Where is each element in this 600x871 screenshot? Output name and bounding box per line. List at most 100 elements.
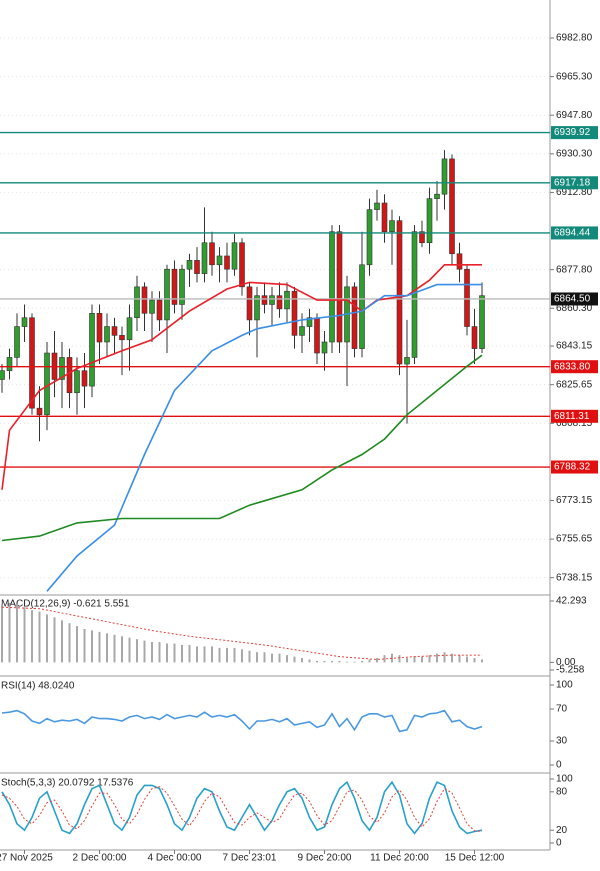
y-tick-label: 6738.15 (556, 572, 593, 583)
macd-bar (61, 620, 63, 663)
x-tick-label: 4 Dec 00:00 (148, 853, 202, 864)
level-label-box (551, 409, 598, 423)
level-label-box (551, 460, 598, 474)
macd-bar (428, 655, 431, 663)
macd-bar (211, 646, 213, 663)
candle-body (126, 317, 133, 341)
series-line (1, 354, 483, 542)
macd-bar (68, 623, 71, 663)
y-tick-label: 6930.30 (556, 148, 593, 159)
macd-bar (271, 653, 273, 663)
y-tick-label: 6860.30 (556, 303, 593, 314)
macd-bar (23, 607, 26, 663)
candle-body (224, 255, 230, 270)
candle-body (119, 335, 125, 341)
candle-body (456, 253, 463, 270)
candle-body (276, 295, 283, 310)
x-tick-label: 2 Dec 00:00 (73, 853, 127, 864)
candle-body (171, 268, 178, 305)
candle-body (321, 341, 328, 354)
candle-body (411, 231, 418, 358)
y-tick-label: 6947.80 (556, 110, 593, 121)
macd-bar (323, 660, 326, 663)
y-tick-label: 70 (556, 704, 568, 715)
macd-bar (166, 643, 168, 663)
x-tick-label: 9 Dec 20:00 (298, 853, 352, 864)
macd-bar (76, 626, 78, 663)
macd-bar (188, 644, 191, 663)
level-label-box (551, 360, 598, 374)
macd-bar (451, 653, 453, 663)
macd-bar (173, 643, 176, 663)
macd-bar (398, 655, 401, 663)
level-label: 6939.92 (554, 127, 591, 138)
level-label: 6894.44 (554, 228, 591, 239)
indicator-label: MACD(12,26,9) -0.621 5.551 (1, 599, 130, 610)
macd-bar (53, 617, 56, 663)
macd-bar (466, 656, 468, 663)
y-tick-label: 100 (556, 680, 573, 691)
candle-body (156, 299, 163, 321)
candle-body (216, 255, 223, 266)
macd-bar (368, 659, 371, 663)
level-label-box (551, 176, 598, 190)
series-line (1, 780, 483, 835)
macd-bar (248, 650, 251, 663)
candle-body (14, 326, 20, 358)
macd-bar (443, 652, 446, 663)
macd-bar (16, 604, 18, 663)
macd-bar (158, 642, 161, 663)
candle-body (59, 357, 65, 380)
macd-bar (413, 656, 416, 663)
macd-bar (203, 646, 206, 663)
y-tick-label: 6877.80 (556, 264, 593, 275)
candle-body (336, 231, 343, 343)
candle-body (179, 268, 185, 305)
macd-bar (331, 660, 333, 663)
y-tick-label: 0 (556, 760, 562, 771)
candle-body (104, 326, 110, 343)
y-tick-label: 0.00 (556, 657, 576, 668)
macd-bar (181, 644, 183, 663)
macd-bar (421, 656, 423, 663)
y-tick-label: 6773.15 (556, 495, 593, 506)
candle-body (261, 295, 268, 305)
candle-body (164, 268, 170, 321)
candle-body (449, 158, 455, 255)
candle-body (246, 286, 253, 321)
y-tick-label: 20 (556, 825, 568, 836)
y-tick-label: 6843.15 (556, 341, 593, 352)
x-tick-label: 15 Dec 12:00 (445, 853, 505, 864)
y-tick-label: 30 (556, 736, 568, 747)
level-label-box (551, 226, 598, 240)
macd-bar (301, 658, 303, 663)
macd-bar (293, 656, 296, 663)
macd-bar (151, 642, 153, 663)
level-label: 6788.32 (554, 462, 591, 473)
candle-body (89, 313, 95, 387)
series-line (1, 709, 483, 733)
candle-body (291, 290, 298, 336)
macd-bar (473, 658, 476, 663)
macd-bar (128, 637, 131, 663)
candle-body (374, 202, 380, 210)
candle-body (404, 357, 410, 365)
candle-body (299, 326, 305, 336)
macd-bar (353, 661, 356, 663)
candle-body (134, 286, 140, 319)
macd-bar (346, 661, 348, 663)
candle-body (74, 370, 80, 394)
x-tick-label: 27 Nov 2025 (0, 853, 53, 864)
macd-bar (308, 659, 311, 663)
y-tick-label: 6825.65 (556, 379, 593, 390)
candle-body (351, 286, 358, 349)
candle-body (21, 317, 28, 327)
series-line (46, 283, 482, 592)
macd-bar (316, 660, 318, 663)
candle-body (314, 317, 320, 354)
candle-body (471, 326, 478, 349)
y-tick-label: 6912.80 (556, 187, 593, 198)
candle-body (186, 260, 193, 270)
